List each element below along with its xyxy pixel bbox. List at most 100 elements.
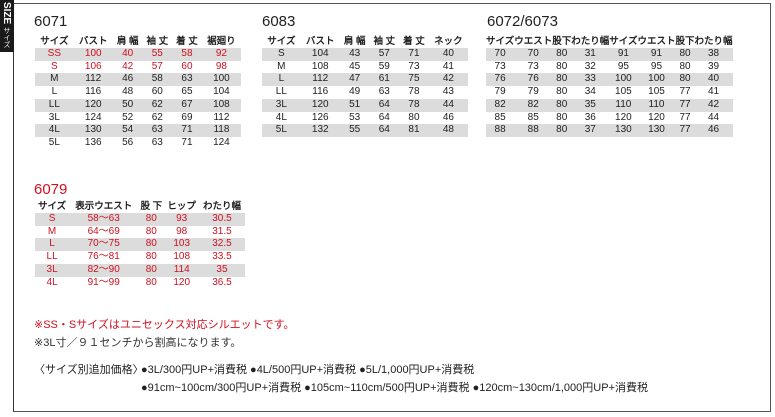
table-cell: 95 <box>617 60 629 72</box>
table-cell: 58〜63 <box>69 213 139 226</box>
table-cell: 4L <box>46 276 58 288</box>
column-header: 表示ウエスト <box>75 201 133 212</box>
table-cell: 136 <box>84 136 102 148</box>
size-chart-frame <box>13 3 771 412</box>
table-cell: 81 <box>399 124 429 137</box>
table-cell: 80 <box>138 213 165 226</box>
table-cell: 120 <box>648 111 665 123</box>
table-cell: 63 <box>172 73 202 87</box>
table-cell: 85 <box>527 111 539 123</box>
table-cell: 58 <box>142 73 173 87</box>
column-header: バスト <box>306 36 335 47</box>
table-cell: 70 <box>486 48 515 61</box>
table-cell: 120 <box>173 276 191 288</box>
column-header: 着 丈 <box>403 36 425 47</box>
table-cell: 77 <box>675 124 695 137</box>
table-cell: 130 <box>73 124 113 137</box>
table-cell: 80 <box>679 60 691 72</box>
table-cell: 132 <box>300 124 340 137</box>
table-cell: 33 <box>571 73 610 87</box>
column-header: 袖 丈 <box>373 36 396 47</box>
table-cell: 80 <box>675 48 695 61</box>
column-header: サイズ <box>486 36 515 47</box>
size-tab: SIZE サイズ <box>0 0 14 52</box>
table-cell: 130 <box>609 124 638 137</box>
table-cell: 48 <box>122 86 134 98</box>
table-cell: 77 <box>679 86 691 98</box>
table-cell: 124 <box>213 136 230 148</box>
table-cell: 103 <box>164 238 199 252</box>
table-cell: 60 <box>181 60 193 72</box>
table-cell: 108 <box>201 98 241 112</box>
table-cell: 58 <box>172 48 202 61</box>
table-cell: L <box>35 238 70 252</box>
table-cell: 75 <box>399 73 429 87</box>
table-cell: M <box>35 73 74 87</box>
column-header: サイズ <box>40 36 69 47</box>
table-cell: 53 <box>349 111 361 123</box>
table-cell: 120 <box>300 98 340 112</box>
table-cell: 80 <box>408 111 420 123</box>
table-cell: 112 <box>73 73 113 87</box>
size-tab-label: SIZE <box>1 2 12 25</box>
table-row: 4L 91〜99 80 120 36.5 <box>35 277 245 290</box>
table-cell: 67 <box>172 98 202 112</box>
table-cell: 98 <box>176 225 188 237</box>
table-cell: 80 <box>138 238 165 252</box>
table-cell: 46 <box>112 73 143 87</box>
table-cell: 30.5 <box>198 213 245 226</box>
column-header: ヒップ <box>167 201 196 212</box>
table-row: 4L 130 54 63 71 118 <box>35 124 241 137</box>
size-table-6083: サイズ バスト肩 幅袖 丈着 丈ネック S 104 43 57 71 40 M 108 45 59 73… <box>262 33 468 137</box>
table-cell: 35 <box>198 263 245 277</box>
table-cell: 77 <box>675 98 695 112</box>
table-cell: 114 <box>164 263 199 277</box>
column-header: ウエスト <box>637 36 676 47</box>
table-cell: 51 <box>339 98 370 112</box>
table-row: L 70〜75 80 103 32.5 <box>35 238 245 252</box>
table-row: M 108 45 59 73 41 <box>262 61 468 74</box>
table-row: 5L 136 56 63 71 124 <box>35 137 241 150</box>
table-cell: 126 <box>311 111 329 123</box>
table-cell: 78 <box>408 86 420 98</box>
table-cell: 71 <box>181 136 193 148</box>
table-cell: 37 <box>571 124 610 137</box>
table-cell: 76 <box>514 73 553 87</box>
table-cell: 63 <box>151 136 163 148</box>
table-cell: 36 <box>584 111 596 123</box>
column-header: 股下 <box>552 36 572 47</box>
table-cell: S <box>262 48 301 61</box>
table-cell: 48 <box>428 124 468 137</box>
table-cell: 108 <box>311 60 329 72</box>
table-cell: 77 <box>679 111 691 123</box>
table-cell: 46 <box>442 111 454 123</box>
table-cell: M <box>47 225 57 237</box>
table-cell: 42 <box>122 60 134 72</box>
table-row: S 58〜63 80 93 30.5 <box>35 213 245 226</box>
table-row: LL 116 49 63 78 43 <box>262 86 468 99</box>
table-cell: 40 <box>428 48 468 61</box>
table-cell: 61 <box>369 73 400 87</box>
table-cell: 76 <box>486 73 515 87</box>
table-cell: M <box>277 60 286 72</box>
table-row: 76 76 80 33 100 100 80 40 <box>486 73 733 87</box>
column-header: わたり幅 <box>694 36 733 47</box>
column-header: わたり幅 <box>571 36 610 47</box>
table-cell: 104 <box>213 86 230 98</box>
table-cell: 73 <box>408 60 420 72</box>
table-cell: 49 <box>349 86 361 98</box>
table-cell: 69 <box>181 111 193 123</box>
table-cell: 43 <box>442 86 454 98</box>
table-cell: 88 <box>514 124 553 137</box>
table-cell: 100 <box>609 73 638 87</box>
table-cell: 4L <box>35 124 74 137</box>
table-cell: 42 <box>428 73 468 87</box>
column-header: 袖 丈 <box>146 36 169 47</box>
table-cell: 38 <box>694 48 733 61</box>
column-header: 股下 <box>675 36 695 47</box>
column-header: サイズ <box>609 36 638 47</box>
table-row: 3L 120 51 64 78 44 <box>262 98 468 112</box>
table-cell: S <box>35 213 70 226</box>
table-cell: LL <box>46 251 58 263</box>
table-cell: 46 <box>694 124 733 137</box>
